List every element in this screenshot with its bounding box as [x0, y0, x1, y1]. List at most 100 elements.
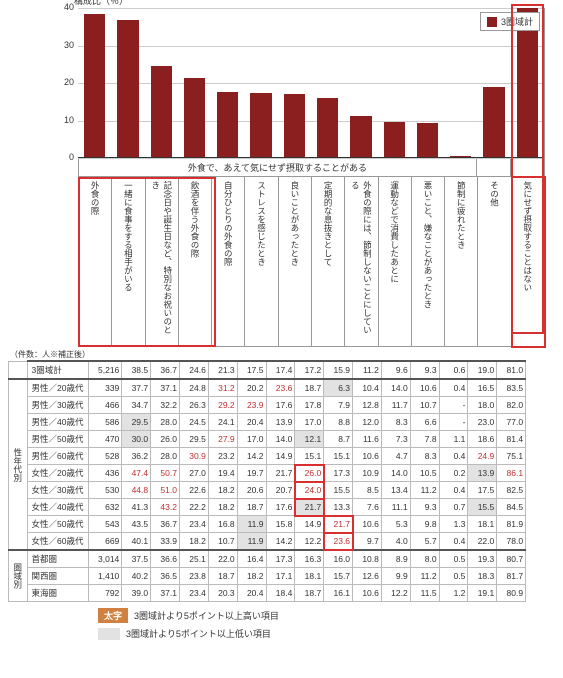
count-cell: 792 — [89, 585, 122, 602]
column-header: 自分ひとりの外食の際 — [212, 177, 245, 347]
data-cell: 14.2 — [237, 448, 266, 465]
data-cell: 23.9 — [237, 397, 266, 414]
data-cell: 13.9 — [266, 414, 295, 431]
data-cell: 11.2 — [353, 361, 382, 379]
data-cell: 12.2 — [381, 585, 410, 602]
legend-hi-text: 3圏域計より5ポイント以上高い項目 — [134, 609, 279, 622]
data-cell: 17.0 — [237, 431, 266, 448]
data-cell: 18.2 — [179, 533, 208, 551]
data-cell: 23.4 — [179, 516, 208, 533]
column-header: 悪いこと、嫌なことがあったとき — [412, 177, 445, 347]
bar-chart: 構成比（％） 010203040 3圏域計 — [78, 8, 545, 158]
count-cell: 3,014 — [89, 550, 122, 568]
data-cell: 20.7 — [266, 482, 295, 499]
data-cell: 8.0 — [410, 550, 439, 568]
data-cell: 0.2 — [439, 465, 468, 482]
data-cell: 28.0 — [151, 448, 180, 465]
column-group-blank-1 — [477, 158, 511, 177]
data-cell: 17.3 — [266, 550, 295, 568]
data-cell: 18.3 — [468, 568, 497, 585]
column-header: 外食の際には、節制しないことにしている — [345, 177, 378, 347]
column-header: 節制に疲れたとき — [445, 177, 478, 347]
data-cell: 50.7 — [151, 465, 180, 482]
data-cell: 8.7 — [324, 431, 353, 448]
data-cell: 17.5 — [468, 482, 497, 499]
bar-slot — [344, 8, 377, 158]
data-cell: 43.5 — [122, 516, 151, 533]
y-tick: 20 — [50, 77, 74, 87]
data-cell: 0.5 — [439, 568, 468, 585]
data-cell: 5.7 — [410, 533, 439, 551]
row-header: 男性／30歳代 — [27, 397, 89, 414]
data-cell: 8.5 — [353, 482, 382, 499]
legend-lo-chip — [98, 628, 120, 640]
data-cell: 18.7 — [208, 568, 237, 585]
data-cell: 0.4 — [439, 448, 468, 465]
data-cell: 28.0 — [151, 414, 180, 431]
data-cell: 8.8 — [324, 414, 353, 431]
data-cell: 22.6 — [179, 482, 208, 499]
data-cell: 12.8 — [353, 397, 382, 414]
data-cell: 7.8 — [410, 431, 439, 448]
data-cell: 23.6 — [266, 379, 295, 397]
data-cell: 39.0 — [122, 585, 151, 602]
data-cell: 81.9 — [497, 516, 526, 533]
data-cell: 75.1 — [497, 448, 526, 465]
column-header: 外食の際 — [79, 177, 112, 347]
data-cell: 81.4 — [497, 431, 526, 448]
data-cell: - — [439, 397, 468, 414]
data-cell: 15.5 — [324, 482, 353, 499]
data-cell: 81.7 — [497, 568, 526, 585]
row-header: 3圏域計 — [27, 361, 89, 379]
data-cell: 0.7 — [439, 499, 468, 516]
data-cell: 84.5 — [497, 499, 526, 516]
column-header: 運動などで消費したあとに — [379, 177, 412, 347]
data-cell: 80.7 — [497, 550, 526, 568]
data-cell: 21.7 — [324, 516, 353, 533]
data-cell: 10.6 — [353, 448, 382, 465]
data-cell: 9.9 — [381, 568, 410, 585]
data-cell: 16.4 — [237, 550, 266, 568]
data-cell: 82.5 — [497, 482, 526, 499]
data-cell: 20.4 — [237, 585, 266, 602]
bar — [317, 98, 338, 158]
count-cell: 470 — [89, 431, 122, 448]
row-header: 女性／20歳代 — [27, 465, 89, 482]
data-cell: 82.0 — [497, 397, 526, 414]
data-cell: 17.4 — [266, 361, 295, 379]
count-note: （件数：人※補正後） — [10, 349, 555, 360]
column-group-title-row: 外食で、あえて気にせず摂取することがある — [78, 158, 545, 177]
data-cell: 15.5 — [468, 499, 497, 516]
bar — [84, 14, 105, 158]
data-cell: 9.3 — [410, 499, 439, 516]
data-cell: 9.7 — [353, 533, 382, 551]
data-cell: 40.2 — [122, 568, 151, 585]
bar — [350, 116, 371, 158]
data-cell: 36.7 — [151, 361, 180, 379]
data-cell: 17.1 — [266, 568, 295, 585]
count-cell: 669 — [89, 533, 122, 551]
data-cell: 36.5 — [151, 568, 180, 585]
data-cell: 12.2 — [295, 533, 324, 551]
row-header: 男性／60歳代 — [27, 448, 89, 465]
count-cell: 466 — [89, 397, 122, 414]
y-tick: 40 — [50, 2, 74, 12]
data-cell: 37.1 — [151, 379, 180, 397]
data-cell: 16.0 — [324, 550, 353, 568]
data-cell: 4.7 — [381, 448, 410, 465]
column-header: 気にせず摂取することはない — [512, 177, 545, 347]
data-cell: 78.0 — [497, 533, 526, 551]
data-cell: 8.9 — [381, 550, 410, 568]
data-cell: 41.3 — [122, 499, 151, 516]
bar-slot — [178, 8, 211, 158]
table-legend: 太字 3圏域計より5ポイント以上高い項目 3圏域計より5ポイント以上低い項目 — [98, 608, 555, 640]
data-cell: 11.2 — [410, 568, 439, 585]
data-cell: 19.0 — [468, 361, 497, 379]
bar-slot — [378, 8, 411, 158]
count-cell: 632 — [89, 499, 122, 516]
count-cell: 530 — [89, 482, 122, 499]
row-header: 女性／40歳代 — [27, 499, 89, 516]
data-cell: 17.6 — [266, 397, 295, 414]
count-cell: 543 — [89, 516, 122, 533]
data-cell: 10.6 — [410, 379, 439, 397]
